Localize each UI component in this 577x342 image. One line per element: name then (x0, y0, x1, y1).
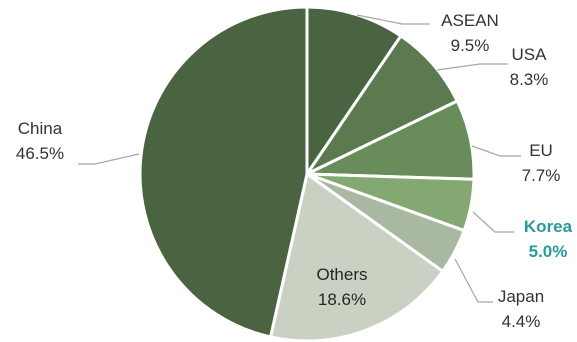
pie-slice-china (138, 5, 309, 339)
slice-label-asean: ASEAN (441, 11, 499, 30)
pie-slice-usa (305, 34, 459, 176)
slice-value-asean: 9.5% (451, 36, 490, 55)
slice-label-usa: USA (512, 45, 548, 64)
slice-label-japan: Japan (498, 287, 544, 306)
slice-value-japan: 4.4% (502, 312, 541, 331)
slice-value-usa: 8.3% (510, 70, 549, 89)
slice-value-korea: 5.0% (529, 242, 568, 261)
slice-value-others: 18.6% (318, 290, 366, 309)
leader-line-korea (472, 211, 514, 233)
pie-labels: ASEAN 9.5% USA 8.3% EU 7.7% Korea 5.0% Japan 4.4%… (16, 11, 573, 331)
slice-label-eu: EU (529, 141, 553, 160)
pie-slice-others (269, 172, 445, 342)
slice-label-china: China (18, 119, 63, 138)
pie-slices (138, 5, 476, 342)
leader-line-japan (454, 258, 493, 303)
leader-line-usa (436, 63, 508, 71)
slice-label-others: Others (316, 265, 367, 284)
slice-value-eu: 7.7% (522, 166, 561, 185)
leader-line-china (78, 153, 140, 165)
leader-line-eu (471, 145, 521, 157)
slice-value-china: 46.5% (16, 144, 64, 163)
leader-line-asean (356, 14, 430, 25)
slice-label-korea: Korea (524, 217, 573, 236)
pie-slice-asean (305, 5, 403, 176)
